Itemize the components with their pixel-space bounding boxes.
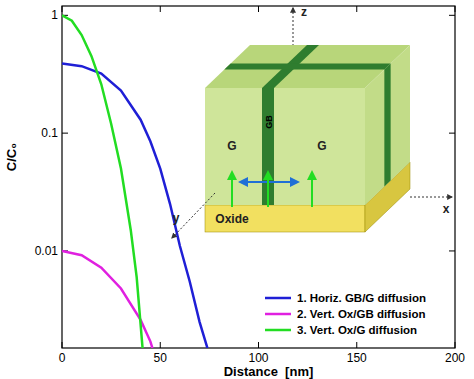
y-tick — [449, 250, 455, 251]
x-tick — [356, 6, 357, 12]
diffusion-arrow — [231, 172, 233, 207]
x-tick — [62, 6, 63, 12]
x-tick-label: 100 — [248, 351, 268, 365]
y-tick-label: 1 — [51, 8, 58, 22]
annotation: G — [227, 139, 236, 153]
y-tick — [449, 133, 455, 134]
annotation: z — [301, 5, 307, 19]
annotation: GB — [264, 115, 274, 129]
x-tick — [455, 6, 456, 12]
y-tick-label: 0.1 — [41, 126, 58, 140]
axis-arrow — [410, 197, 452, 198]
x-tick — [258, 6, 259, 12]
x-tick-label: 0 — [59, 351, 66, 365]
y-tick-label: 0.01 — [35, 244, 59, 258]
legend-label: 1. Horiz. GB/G diffusion — [297, 292, 426, 304]
x-tick — [160, 342, 161, 348]
legend-swatch — [265, 329, 291, 332]
legend-swatch — [265, 313, 291, 316]
y-tick — [449, 15, 455, 16]
legend-label: 3. Vert. Ox/G diffusion — [297, 324, 417, 336]
x-tick-label: 150 — [347, 351, 367, 365]
grain-front — [205, 88, 365, 205]
annotation: x — [443, 202, 450, 216]
axis-arrow — [172, 193, 215, 238]
inset-diagram: G G GB Oxide x y z — [172, 5, 452, 238]
annotation: G — [317, 139, 326, 153]
plot-frame — [62, 6, 455, 348]
diffusion-arrow — [311, 172, 313, 207]
oxide-layer — [205, 205, 365, 232]
legend-label: 2. Vert. Ox/GB diffusion — [297, 308, 425, 320]
series-line — [62, 15, 143, 348]
annotation: y — [173, 211, 180, 225]
grain-boundary — [224, 63, 390, 69]
grain-boundary — [384, 63, 390, 186]
x-tick-label: 50 — [154, 351, 168, 365]
chart: 0 50 100 150 200 0.01 0.1 1 Distance [nm] C/C₀ 1. … — [0, 0, 474, 379]
diffusion-arrow — [267, 172, 269, 207]
x-tick-label: 200 — [445, 351, 465, 365]
x-tick — [160, 6, 161, 12]
y-tick — [62, 133, 68, 134]
x-tick — [258, 342, 259, 348]
series-group — [62, 15, 207, 348]
series-line — [62, 64, 207, 349]
x-tick — [455, 342, 456, 348]
x-tick — [62, 342, 63, 348]
y-axis-label: C/C₀ — [4, 143, 19, 171]
x-tick — [356, 342, 357, 348]
legend-swatch — [265, 297, 291, 300]
annotation: Oxide — [215, 212, 249, 226]
x-axis-label: Distance [nm] — [224, 364, 314, 379]
